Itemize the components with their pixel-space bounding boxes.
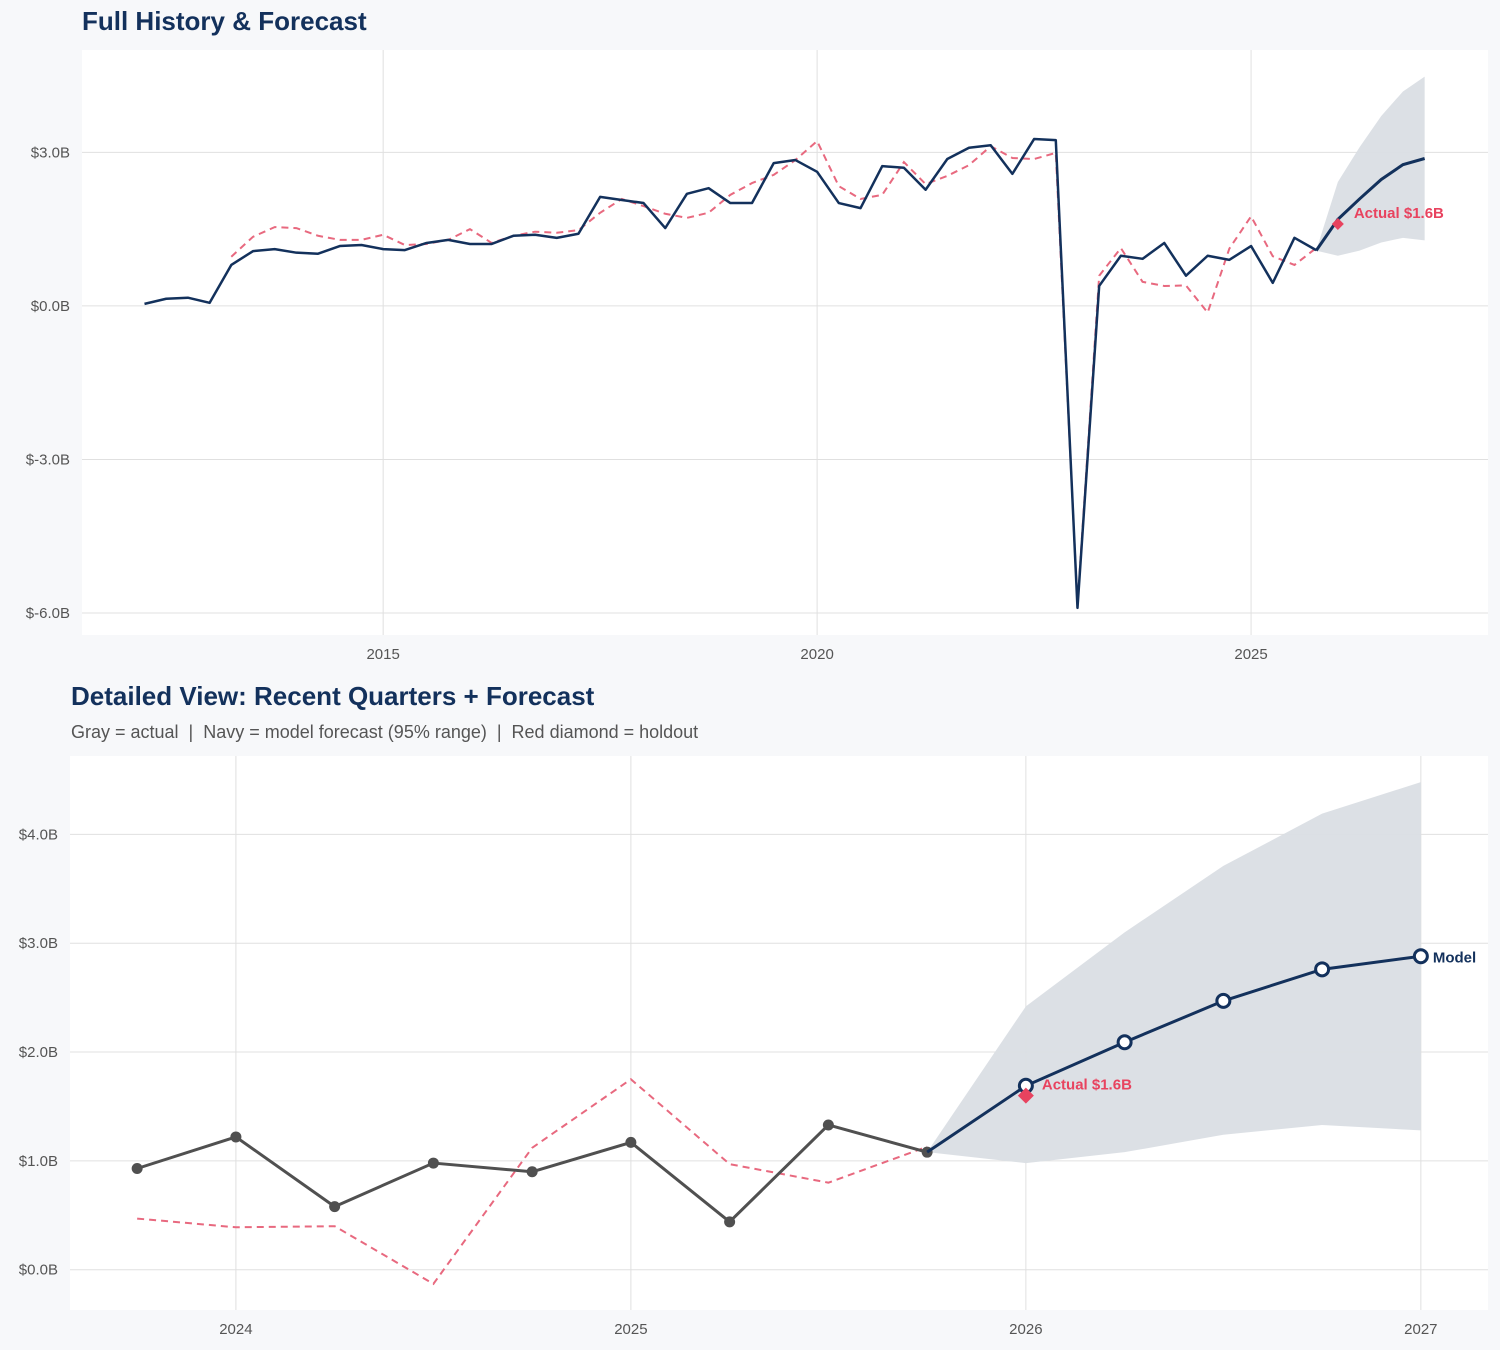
- top-x-tick-label: 2025: [1234, 646, 1267, 663]
- bottom-y-tick-label: $1.0B: [19, 1153, 58, 1170]
- bottom-forecast-point: [1116, 1034, 1133, 1051]
- bottom-forecast-line: [926, 954, 1422, 1154]
- bottom-forecast-band: [927, 782, 1421, 1164]
- top-y-tick-label: $3.0B: [31, 144, 70, 161]
- bottom-actual-point: [230, 1131, 242, 1143]
- top-x-tick-label: 2015: [366, 646, 399, 663]
- top-holdout-diamond: [1331, 218, 1344, 231]
- bottom-actual-point: [625, 1136, 637, 1148]
- top-fitted-line: [230, 139, 1317, 605]
- bottom-forecast-point: [1314, 961, 1331, 978]
- bottom-chart-subtitle: Gray = actual | Navy = model forecast (9…: [71, 722, 699, 742]
- bottom-actual-point: [131, 1163, 143, 1175]
- top-holdout-label: Actual $1.6B: [1354, 205, 1444, 222]
- top-actual-line: [144, 137, 1317, 610]
- top-plot-area: [82, 50, 1488, 635]
- bottom-actual-point: [724, 1216, 736, 1228]
- bottom-x-tick-label: 2027: [1404, 1321, 1437, 1338]
- bottom-y-tick-label: $2.0B: [19, 1044, 58, 1061]
- bottom-y-tick-label: $3.0B: [19, 935, 58, 952]
- top-chart-title: Full History & Forecast: [82, 6, 367, 36]
- bottom-actual-point: [526, 1166, 538, 1178]
- bottom-chart-title: Detailed View: Recent Quarters + Forecas…: [71, 681, 595, 711]
- top-x-tick-label: 2020: [800, 646, 833, 663]
- bottom-actual-point: [329, 1201, 341, 1213]
- bottom-x-tick-label: 2025: [614, 1321, 647, 1338]
- bottom-actual-point: [427, 1157, 439, 1169]
- top-y-tick-label: $-3.0B: [26, 451, 70, 468]
- bottom-forecast-point: [1215, 992, 1232, 1009]
- top-y-tick-label: $-6.0B: [26, 605, 70, 622]
- bottom-fitted-line: [137, 1077, 928, 1286]
- bottom-model-label: Model: [1433, 949, 1476, 966]
- bottom-x-tick-label: 2024: [219, 1321, 252, 1338]
- bottom-x-tick-label: 2026: [1009, 1321, 1042, 1338]
- bottom-forecast-point: [1412, 948, 1429, 965]
- bottom-holdout-label: Actual $1.6B: [1042, 1077, 1132, 1094]
- bottom-holdout-diamond: [1017, 1087, 1034, 1104]
- top-y-tick-label: $0.0B: [31, 298, 70, 315]
- bottom-y-tick-label: $0.0B: [19, 1262, 58, 1279]
- bottom-actual-point: [822, 1119, 834, 1131]
- bottom-y-tick-label: $4.0B: [19, 826, 58, 843]
- top-forecast-band: [1316, 76, 1425, 256]
